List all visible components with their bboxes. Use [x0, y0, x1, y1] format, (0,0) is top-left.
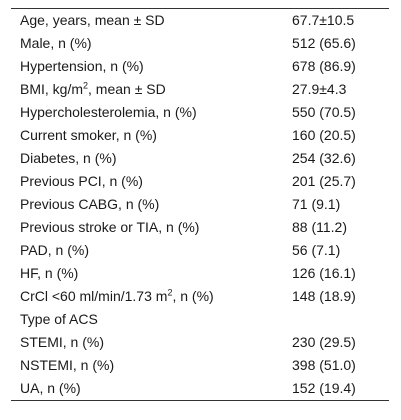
table-row-section-header: Type of ACS	[11, 308, 389, 331]
row-value: 678 (86.9)	[292, 58, 356, 74]
row-value: 126 (16.1)	[292, 265, 356, 281]
row-label: Hypercholesterolemia, n (%)	[20, 104, 197, 120]
table-row: UA, n (%) 152 (19.4)	[11, 377, 389, 401]
row-value: 27.9±4.3	[292, 81, 347, 97]
row-label: Diabetes, n (%)	[20, 150, 117, 166]
row-value: 550 (70.5)	[292, 104, 356, 120]
row-value	[290, 308, 389, 331]
table-row: CrCl <60 ml/min/1.73 m2, n (%) 148 (18.9…	[11, 285, 389, 308]
row-label: Previous PCI, n (%)	[20, 173, 143, 189]
row-label: Age, years, mean ± SD	[20, 12, 165, 28]
row-label: Hypertension, n (%)	[20, 58, 144, 74]
data-table: Age, years, mean ± SD 67.7±10.5 Male, n …	[11, 8, 389, 401]
row-value: 71 (9.1)	[292, 196, 341, 212]
table-row: Hypercholesterolemia, n (%) 550 (70.5)	[11, 101, 389, 124]
table-row: STEMI, n (%) 230 (29.5)	[11, 331, 389, 354]
table-row: Previous CABG, n (%) 71 (9.1)	[11, 193, 389, 216]
superscript: 2	[167, 287, 173, 298]
row-value: 512 (65.6)	[292, 35, 356, 51]
table-row: Hypertension, n (%) 678 (86.9)	[11, 55, 389, 78]
row-label: CrCl <60 ml/min/1.73 m2, n (%)	[11, 285, 290, 308]
section-label: Type of ACS	[20, 311, 98, 327]
row-label: UA, n (%)	[20, 380, 81, 396]
row-label: Previous CABG, n (%)	[20, 196, 160, 212]
row-value: 254 (32.6)	[292, 150, 356, 166]
row-label: NSTEMI, n (%)	[20, 357, 115, 373]
row-label: BMI, kg/m2, mean ± SD	[11, 78, 290, 101]
label-text: , n (%)	[172, 288, 214, 304]
table-row: BMI, kg/m2, mean ± SD 27.9±4.3	[11, 78, 389, 101]
table-row: Diabetes, n (%) 254 (32.6)	[11, 147, 389, 170]
label-text: , mean ± SD	[88, 81, 166, 97]
label-text: CrCl <60 ml/min/1.73 m	[20, 288, 168, 304]
table-row: HF, n (%) 126 (16.1)	[11, 262, 389, 285]
row-value: 88 (11.2)	[292, 219, 347, 235]
superscript: 2	[83, 80, 89, 91]
row-value: 148 (18.9)	[292, 288, 356, 304]
table-row: Age, years, mean ± SD 67.7±10.5	[11, 9, 389, 33]
row-value: 67.7±10.5	[292, 12, 355, 28]
row-value: 160 (20.5)	[292, 127, 356, 143]
row-value: 56 (7.1)	[292, 242, 341, 258]
row-value: 152 (19.4)	[292, 380, 356, 396]
row-label: HF, n (%)	[20, 265, 79, 281]
table-row: Male, n (%) 512 (65.6)	[11, 32, 389, 55]
row-value: 398 (51.0)	[292, 357, 356, 373]
row-label: STEMI, n (%)	[20, 334, 105, 350]
baseline-characteristics-table: Age, years, mean ± SD 67.7±10.5 Male, n …	[11, 8, 389, 401]
table-row: PAD, n (%) 56 (7.1)	[11, 239, 389, 262]
row-label: Previous stroke or TIA, n (%)	[20, 219, 200, 235]
row-label: Current smoker, n (%)	[20, 127, 157, 143]
row-value: 230 (29.5)	[292, 334, 356, 350]
table-row: Current smoker, n (%) 160 (20.5)	[11, 124, 389, 147]
label-text: BMI, kg/m	[20, 81, 84, 97]
row-label: PAD, n (%)	[20, 242, 89, 258]
table-row: NSTEMI, n (%) 398 (51.0)	[11, 354, 389, 377]
row-label: Male, n (%)	[20, 35, 92, 51]
row-value: 201 (25.7)	[292, 173, 356, 189]
table-row: Previous stroke or TIA, n (%) 88 (11.2)	[11, 216, 389, 239]
table-row: Previous PCI, n (%) 201 (25.7)	[11, 170, 389, 193]
